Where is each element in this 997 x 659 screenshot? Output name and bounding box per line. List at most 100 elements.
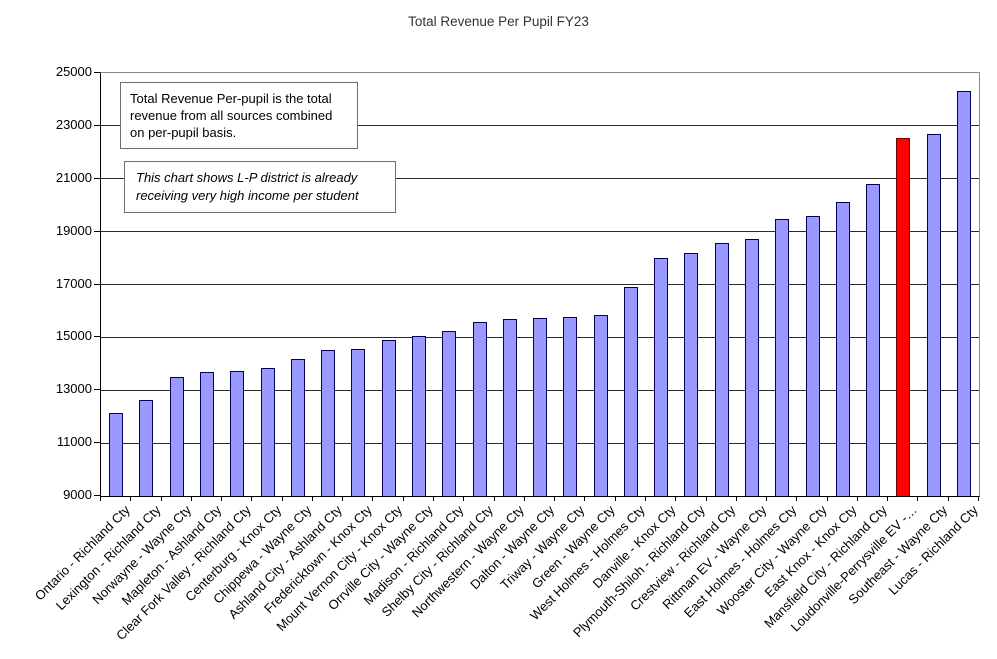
bar-cell [283, 73, 313, 496]
bar-cell [888, 73, 918, 496]
y-tick-label: 15000 [55, 328, 92, 344]
bar-cell [464, 73, 494, 496]
y-tick-mark [94, 72, 100, 73]
bar-cell [646, 73, 676, 496]
y-tick-mark [94, 230, 100, 232]
x-tick-mark [705, 496, 707, 501]
y-tick-mark [94, 177, 100, 179]
x-tick-mark [735, 496, 737, 501]
bar [623, 287, 638, 496]
plot-area: Total Revenue Per-pupil is the total rev… [100, 72, 980, 497]
bar-cell [797, 73, 827, 496]
bar [805, 215, 820, 496]
x-tick-mark [402, 496, 404, 501]
bar [199, 372, 214, 496]
bar [684, 253, 699, 496]
x-tick-mark [190, 496, 192, 501]
x-tick-mark [372, 496, 374, 501]
bar [411, 336, 426, 496]
bar-cell [586, 73, 616, 496]
x-tick-mark [251, 496, 253, 501]
bar-cell [525, 73, 555, 496]
bar [442, 331, 457, 496]
bar-cell [616, 73, 646, 496]
chart-title: Total Revenue Per Pupil FY23 [408, 14, 589, 29]
bar-series [101, 73, 979, 496]
y-tick-label: 9000 [63, 487, 92, 502]
bar-cell [404, 73, 434, 496]
bar [169, 377, 184, 496]
bar-cell [374, 73, 404, 496]
x-tick-mark [493, 496, 495, 501]
x-tick-mark [887, 496, 889, 501]
x-tick-mark [554, 496, 556, 501]
y-tick-label: 25000 [55, 64, 92, 79]
y-tick-mark [94, 495, 100, 496]
bar-cell [737, 73, 767, 496]
x-tick-mark [281, 496, 283, 501]
bar-cell [162, 73, 192, 496]
bar [714, 242, 729, 496]
bar-cell [252, 73, 282, 496]
bar [563, 317, 578, 496]
x-tick-mark [978, 496, 979, 501]
x-tick-mark [100, 496, 101, 501]
x-axis-labels: Ontario - Richland Cty Lexington - Richla… [32, 502, 981, 659]
bar [502, 318, 517, 496]
annotation-box-comment: This chart shows L-P district is already… [124, 161, 396, 213]
x-tick-mark [614, 496, 616, 501]
x-tick-mark [221, 496, 223, 501]
bar-cell [131, 73, 161, 496]
bar [866, 184, 881, 496]
x-tick-mark [675, 496, 677, 501]
bar [290, 358, 305, 496]
bar [351, 349, 366, 496]
bar-cell [434, 73, 464, 496]
bar [139, 399, 154, 496]
bar-cell [343, 73, 373, 496]
bar-cell [101, 73, 131, 496]
x-tick-mark [766, 496, 768, 501]
bar [321, 350, 336, 496]
x-axis-ticks [100, 496, 979, 501]
bar-cell [858, 73, 888, 496]
bar [957, 90, 972, 496]
x-tick-mark [644, 496, 646, 501]
bar [926, 133, 941, 496]
x-tick-mark [947, 496, 949, 501]
gridline [101, 125, 979, 127]
x-tick-mark [311, 496, 313, 501]
bar [472, 322, 487, 496]
y-tick-mark [94, 124, 100, 126]
x-tick-mark [917, 496, 919, 501]
annotation-box-definition: Total Revenue Per-pupil is the total rev… [120, 82, 358, 149]
gridline [101, 284, 979, 285]
gridline [101, 231, 979, 233]
y-tick-label: 13000 [55, 381, 92, 397]
bar [381, 340, 396, 496]
y-tick-mark [94, 442, 100, 444]
bar [533, 318, 548, 496]
bar-cell [555, 73, 585, 496]
bar-cell [676, 73, 706, 496]
y-tick-mark [94, 283, 100, 285]
bar [775, 219, 790, 496]
y-tick-label: 21000 [55, 169, 92, 185]
x-tick-mark [796, 496, 798, 501]
x-tick-mark [856, 496, 858, 501]
bar-cell [495, 73, 525, 496]
bar-cell [828, 73, 858, 496]
y-tick-label: 11000 [56, 434, 92, 450]
y-tick-mark [94, 389, 100, 391]
y-tick-label: 19000 [55, 222, 92, 238]
x-tick-mark [826, 496, 828, 501]
x-tick-mark [160, 496, 162, 501]
bar-highlighted [896, 138, 911, 496]
y-tick-label: 17000 [55, 275, 92, 291]
x-tick-mark [433, 496, 435, 501]
bar-cell [919, 73, 949, 496]
x-tick-mark [130, 496, 132, 501]
bar-cell [313, 73, 343, 496]
bar-cell [767, 73, 797, 496]
